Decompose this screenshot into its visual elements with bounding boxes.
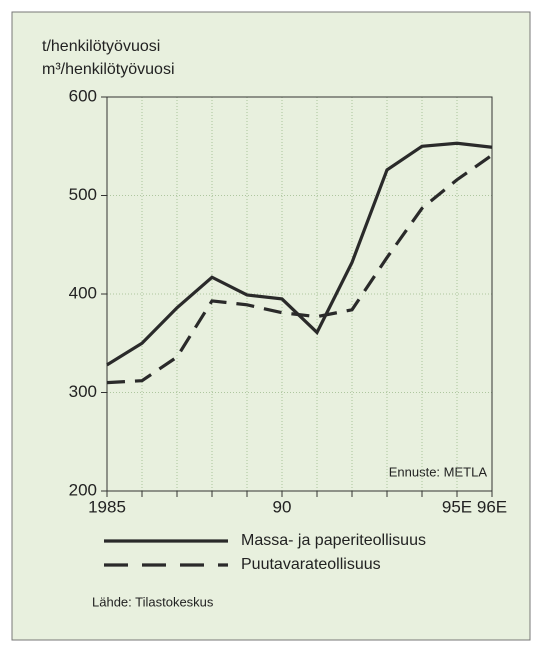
y-tick-label: 300 bbox=[69, 382, 97, 401]
y-tick-label: 200 bbox=[69, 480, 97, 499]
y-axis-label: t/henkilötyövuosi bbox=[42, 38, 160, 55]
x-tick-label: 95E bbox=[442, 497, 472, 516]
frame bbox=[11, 11, 531, 641]
source: Lähde: Tilastokeskus bbox=[92, 594, 214, 609]
y-tick-label: 600 bbox=[69, 86, 97, 105]
y-axis-label: m³/henkilötyövuosi bbox=[42, 61, 175, 78]
legend-label: Puutavarateollisuus bbox=[241, 556, 381, 573]
x-tick-label: 1985 bbox=[88, 497, 126, 516]
annotation: Ennuste: METLA bbox=[389, 464, 488, 479]
y-tick-label: 400 bbox=[69, 283, 97, 302]
y-tick-label: 500 bbox=[69, 185, 97, 204]
x-tick-label: 96E bbox=[477, 497, 507, 516]
legend-label: Massa- ja paperiteollisuus bbox=[241, 532, 426, 549]
x-tick-label: 90 bbox=[273, 497, 292, 516]
plot-border bbox=[106, 96, 493, 492]
line-series bbox=[106, 153, 493, 385]
